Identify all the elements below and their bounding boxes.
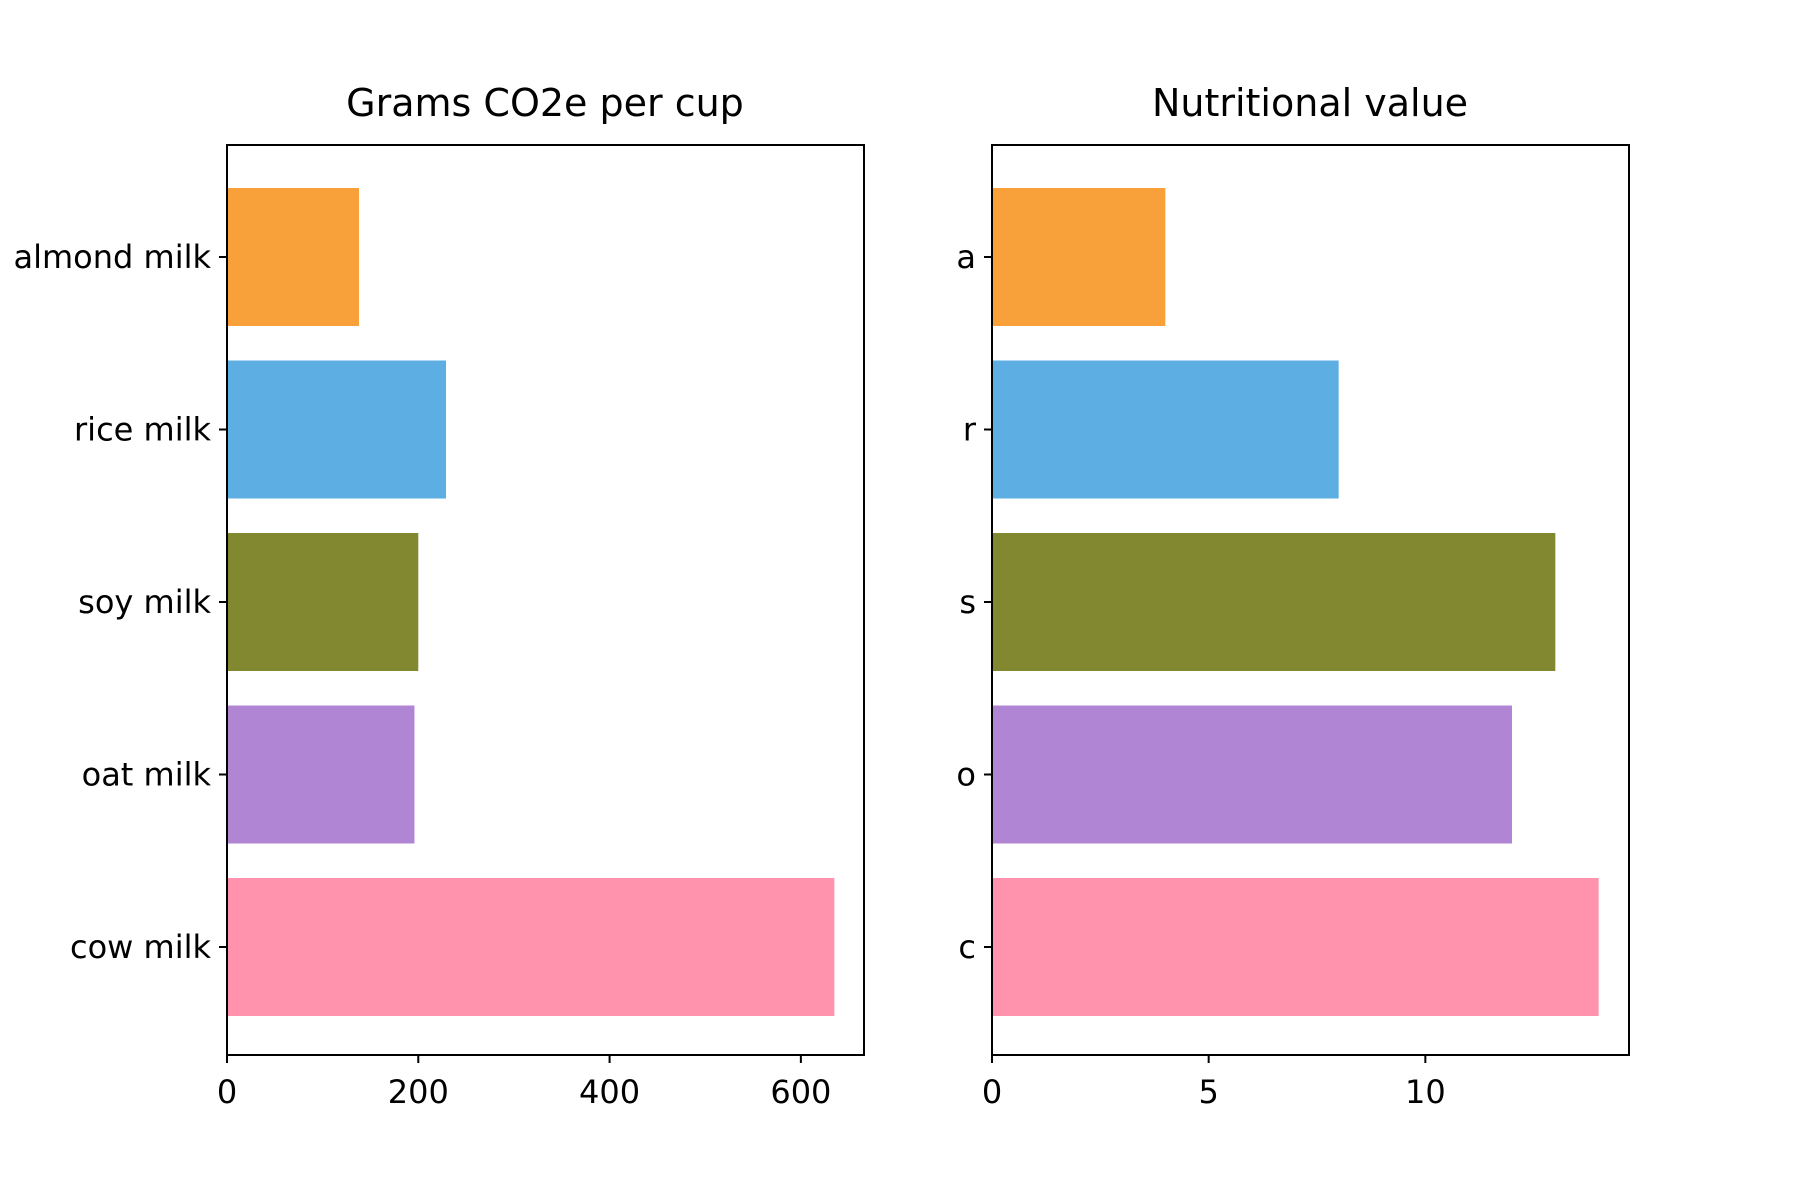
bar-co2-2 <box>227 533 419 671</box>
panel-nutrition: Nutritional value a r s o c 0 5 10 <box>956 81 1630 1111</box>
bar-nutrition-4 <box>992 878 1599 1016</box>
bar-nutrition-3 <box>992 705 1512 844</box>
ytick-label-co2-1: rice milk <box>74 411 211 449</box>
ytick-label-nutrition-2: s <box>959 583 976 621</box>
ytick-label-nutrition-3: o <box>956 756 976 794</box>
panel-co2-bars <box>227 188 835 1016</box>
bar-nutrition-1 <box>992 360 1339 499</box>
bar-co2-3 <box>227 705 415 844</box>
panel-nutrition-title: Nutritional value <box>1152 81 1468 125</box>
xtick-label-co2-0: 0 <box>217 1073 237 1111</box>
xtick-label-nutrition-2: 10 <box>1405 1073 1446 1111</box>
panel-co2-yticks: almond milk rice milk soy milk oat milk cow … <box>14 238 227 966</box>
ytick-label-co2-0: almond milk <box>14 238 212 276</box>
panel-nutrition-xticks: 0 5 10 <box>982 1055 1446 1111</box>
bar-nutrition-2 <box>992 533 1556 671</box>
panel-nutrition-bars <box>992 188 1599 1016</box>
ytick-label-nutrition-1: r <box>963 411 977 449</box>
ytick-label-co2-3: oat milk <box>82 756 212 794</box>
xtick-label-nutrition-0: 0 <box>982 1073 1002 1111</box>
panel-nutrition-yticks: a r s o c <box>956 238 992 966</box>
panel-co2-frame <box>226 144 865 1056</box>
xtick-label-nutrition-1: 5 <box>1198 1073 1218 1111</box>
ytick-label-nutrition-0: a <box>956 238 976 276</box>
bar-co2-0 <box>227 188 359 326</box>
bar-co2-4 <box>227 878 835 1016</box>
panel-nutrition-frame <box>991 144 1630 1056</box>
xtick-label-co2-2: 400 <box>579 1073 640 1111</box>
ytick-label-co2-2: soy milk <box>78 583 211 621</box>
bar-co2-1 <box>227 360 447 499</box>
ytick-label-co2-4: cow milk <box>70 928 211 966</box>
panel-co2-xticks: 0 200 400 600 <box>217 1055 831 1111</box>
panel-co2: Grams CO2e per cup almond milk rice milk s… <box>14 81 865 1111</box>
ytick-label-nutrition-4: c <box>958 928 976 966</box>
panel-co2-title: Grams CO2e per cup <box>346 81 744 125</box>
xtick-label-co2-3: 600 <box>770 1073 831 1111</box>
xtick-label-co2-1: 200 <box>388 1073 449 1111</box>
bar-nutrition-0 <box>992 188 1166 326</box>
